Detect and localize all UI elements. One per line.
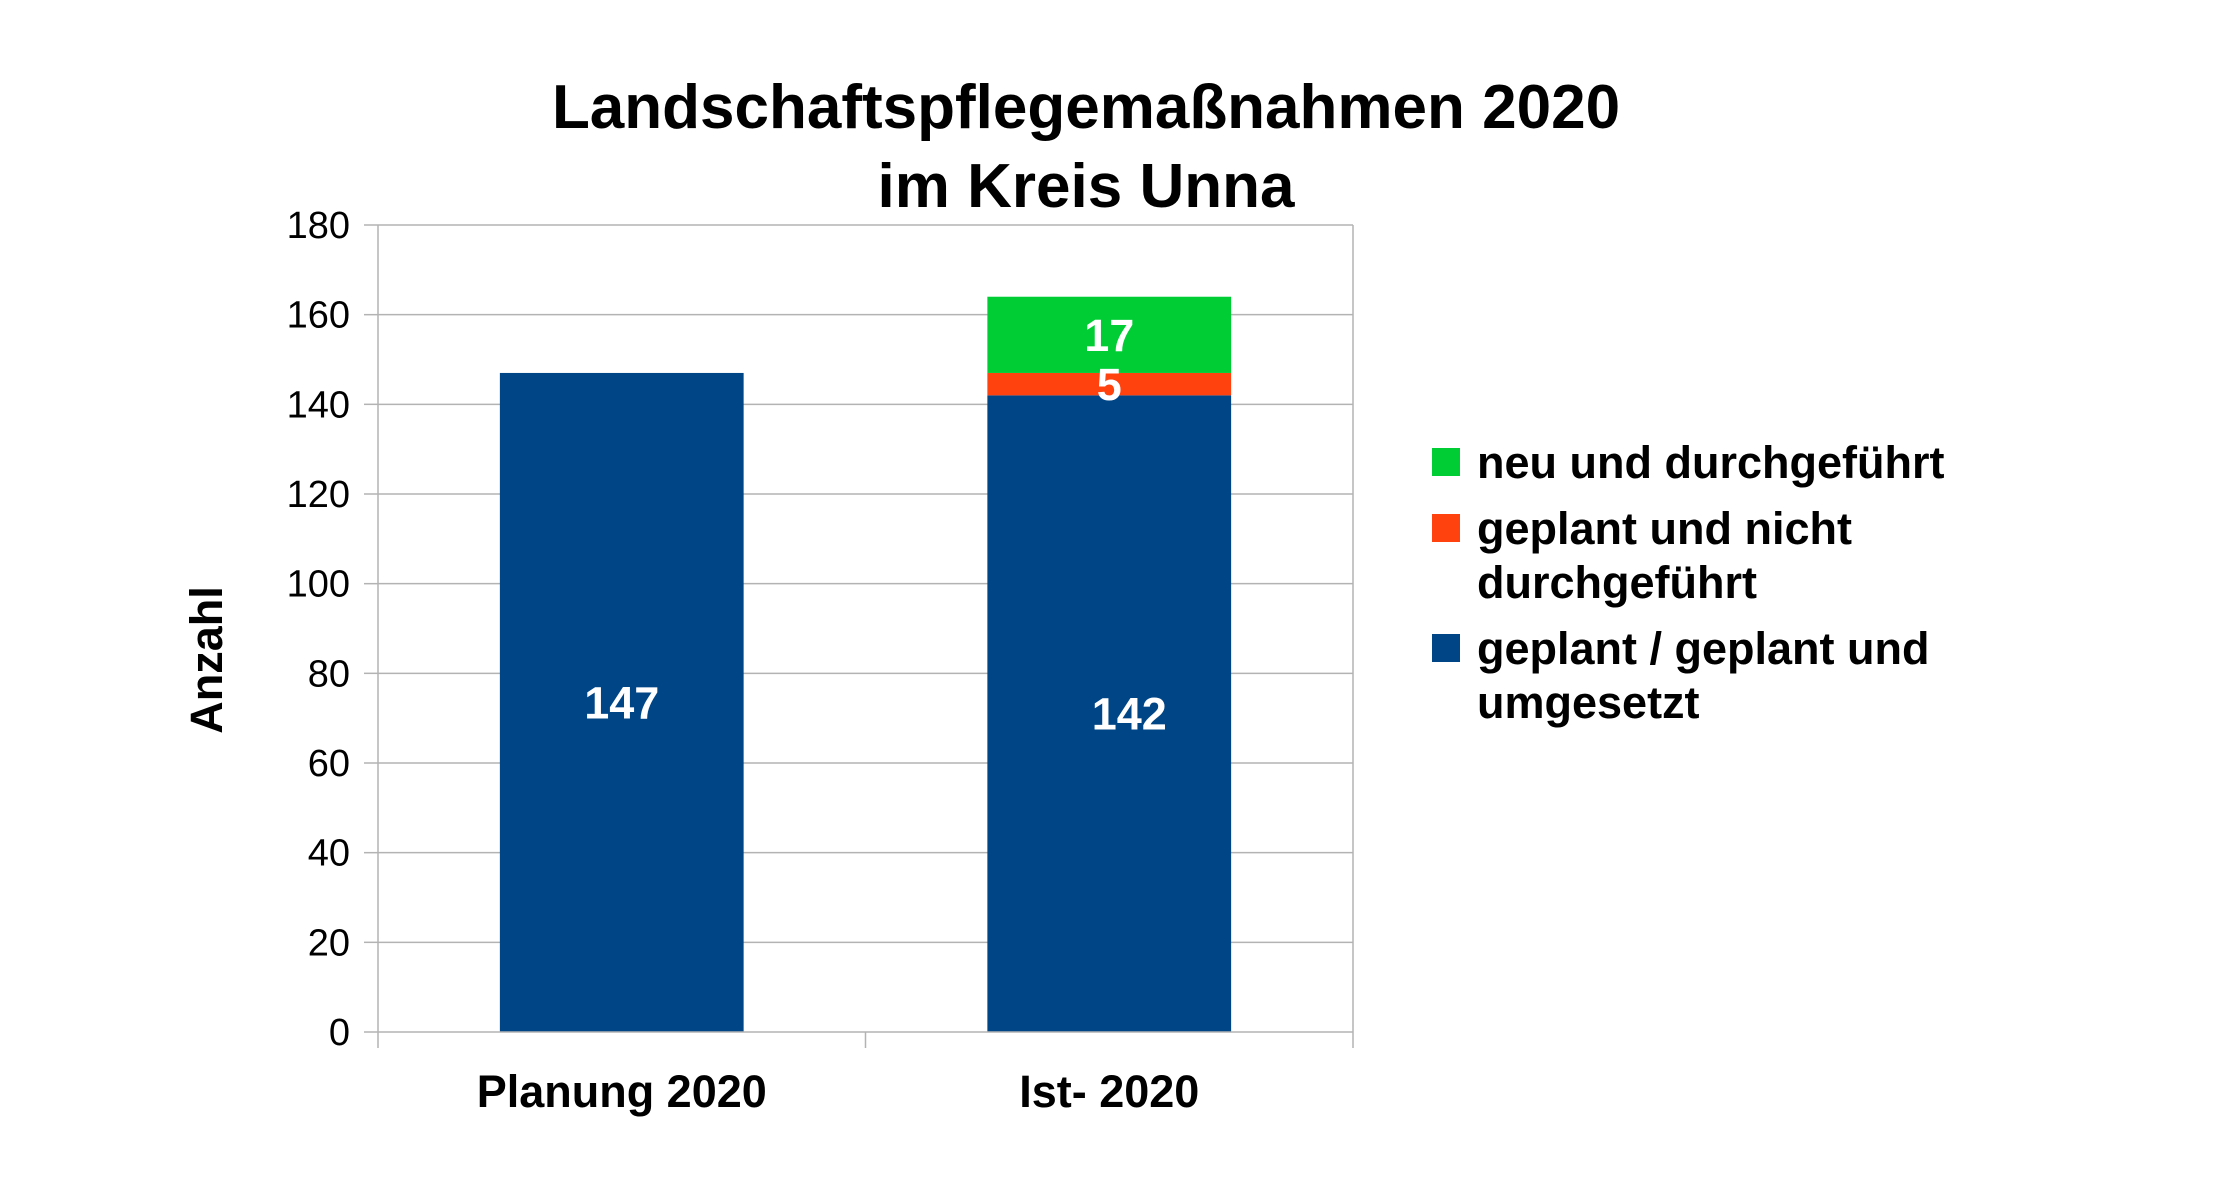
legend-swatch xyxy=(1432,514,1460,542)
y-tick-label: 0 xyxy=(329,1012,350,1054)
legend-swatch xyxy=(1432,634,1460,662)
y-tick-label: 40 xyxy=(308,833,350,875)
y-tick-label: 140 xyxy=(287,384,350,426)
legend-label: geplant und nicht xyxy=(1477,503,1852,554)
y-tick-label: 160 xyxy=(287,295,350,337)
y-tick-label: 80 xyxy=(308,653,350,695)
bar-segment xyxy=(499,372,744,1032)
x-tick-label: Planung 2020 xyxy=(477,1066,767,1117)
chart-title-line-2: im Kreis Unna xyxy=(878,152,1295,221)
bar-segment xyxy=(987,395,1232,1032)
x-tick-label: Ist- 2020 xyxy=(1019,1066,1199,1117)
y-tick-label: 180 xyxy=(287,205,350,247)
legend: neu und durchgeführt geplant und nichtdur… xyxy=(1432,437,1944,728)
y-axis-title: Anzahl xyxy=(181,586,232,734)
legend-label: geplant / geplant und xyxy=(1477,623,1929,674)
legend-label: neu und durchgeführt xyxy=(1477,437,1944,488)
legend-label: umgesetzt xyxy=(1477,677,1700,728)
bar-segment xyxy=(987,372,1232,396)
bars xyxy=(499,296,1232,1032)
y-tick-label: 120 xyxy=(287,474,350,516)
axes xyxy=(364,224,1354,1048)
chart-title: Landschaftspflegemaßnahmen 2020 im Kreis… xyxy=(552,73,1620,221)
legend-label: durchgeführt xyxy=(1477,557,1757,608)
data-label: 17 xyxy=(1084,310,1134,361)
y-tick-label: 100 xyxy=(287,564,350,606)
legend-swatch xyxy=(1432,448,1460,476)
data-labels: 147 142 517 xyxy=(584,310,1167,740)
bar-segment xyxy=(987,296,1232,373)
data-label: 142 xyxy=(1092,689,1167,740)
chart-title-line-1: Landschaftspflegemaßnahmen 2020 xyxy=(552,73,1620,142)
y-tick-label: 20 xyxy=(308,922,350,964)
data-label: 147 xyxy=(584,677,659,728)
x-tick-labels: Planung 2020 Ist- 2020 xyxy=(477,1066,1200,1117)
y-tick-label: 60 xyxy=(308,743,350,785)
data-label: 5 xyxy=(1097,359,1122,410)
y-tick-labels: 0 20 40 60 80 100 120 140 160 180 xyxy=(287,205,350,1054)
